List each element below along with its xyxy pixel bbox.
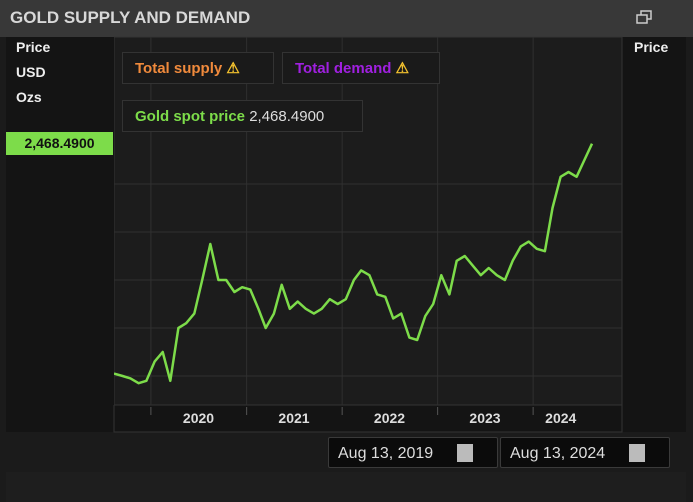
warning-icon: ⚠ [395, 60, 410, 77]
x-tick-label: 2020 [183, 410, 214, 426]
x-tick-label: 2024 [545, 410, 576, 426]
left-axis-panel [6, 37, 114, 405]
widget-title: GOLD SUPPLY AND DEMAND [10, 8, 251, 27]
x-tick-label: 2021 [278, 410, 309, 426]
gold-spot-price-line [113, 143, 594, 385]
legend-total-demand[interactable]: Total demand ⚠ [282, 52, 440, 84]
window-restore-icon[interactable] [636, 10, 652, 24]
current-price-marker: 2,468.4900 [6, 132, 113, 155]
warning-icon: ⚠ [226, 60, 240, 77]
calendar-icon[interactable] [457, 444, 473, 462]
end-date-input[interactable]: Aug 13, 2024 [500, 437, 670, 468]
title-bar: GOLD SUPPLY AND DEMAND [0, 0, 693, 37]
legend-demand-label: Total demand [295, 60, 392, 77]
axis-label-currency: USD [16, 64, 46, 80]
x-tick-label: 2023 [469, 410, 500, 426]
legend-gold-spot-price[interactable]: Gold spot price 2,468.4900 [122, 100, 363, 132]
start-date-value: Aug 13, 2019 [338, 445, 434, 462]
legend-spot-value: 2,468.4900 [249, 108, 325, 125]
right-axis-label: Price [634, 39, 669, 55]
plot-area [113, 36, 623, 406]
legend-supply-label: Total supply [135, 60, 223, 77]
axis-label-price: Price [16, 39, 51, 55]
calendar-icon[interactable] [629, 444, 645, 462]
axis-label-unit: Ozs [16, 89, 42, 105]
x-axis-band [113, 404, 623, 433]
legend-spot-label: Gold spot price [135, 108, 246, 125]
x-tick-label: 2022 [374, 410, 405, 426]
footer-area [6, 472, 686, 502]
end-date-value: Aug 13, 2024 [510, 445, 606, 462]
start-date-input[interactable]: Aug 13, 2019 [328, 437, 498, 468]
legend-total-supply[interactable]: Total supply ⚠ [122, 52, 274, 84]
